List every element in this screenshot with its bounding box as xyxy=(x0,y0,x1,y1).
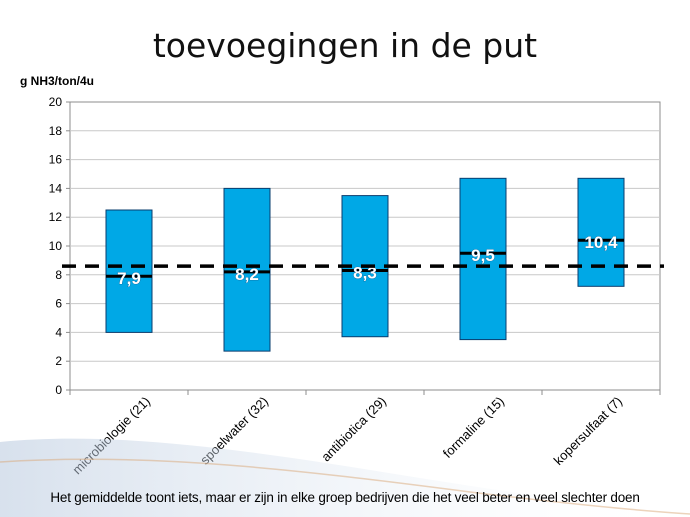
range-box xyxy=(223,187,271,352)
x-tick-label: microbiologie (21) xyxy=(69,394,153,478)
y-tick-label: 16 xyxy=(49,153,63,167)
mean-value-label: 9,5 xyxy=(471,246,495,265)
y-tick-label: 4 xyxy=(55,325,62,339)
mean-value-label: 8,3 xyxy=(353,263,377,282)
mean-value-label: 10,4 xyxy=(584,233,618,252)
x-tick-label: antibiotica (29) xyxy=(318,394,389,465)
y-tick-label: 2 xyxy=(55,354,62,368)
slide-title: toevoegingen in de put xyxy=(152,26,538,65)
y-tick-label: 14 xyxy=(49,181,63,195)
y-tick-labels: 0 2 4 6 8 10 12 14 16 18 20 xyxy=(49,95,63,397)
mean-value-label: 8,2 xyxy=(235,265,259,284)
y-tick-label: 12 xyxy=(49,210,63,224)
x-tick-label: spoelwater (32) xyxy=(197,394,271,468)
y-tick-label: 20 xyxy=(49,95,63,109)
y-tick-label: 18 xyxy=(49,124,63,138)
boxes: 7,9 8,2 8,3 9,5 10,4 xyxy=(105,177,625,352)
y-tick-label: 6 xyxy=(55,297,62,311)
range-box xyxy=(105,209,153,333)
footer-caption: Het gemiddelde toont iets, maar er zijn … xyxy=(50,490,640,505)
y-axis-label: g NH3/ton/4u xyxy=(20,74,94,88)
x-tick-labels: microbiologie (21) spoelwater (32) antibio… xyxy=(69,394,625,478)
range-box xyxy=(577,177,625,287)
y-tick-label: 10 xyxy=(49,239,63,253)
x-tick-label: kopersulfaat (7) xyxy=(551,394,625,468)
y-tick-label: 8 xyxy=(55,268,62,282)
y-tick-label: 0 xyxy=(55,383,62,397)
mean-value-label: 7,9 xyxy=(117,269,141,288)
x-tick-label: formaline (15) xyxy=(440,394,507,461)
range-box xyxy=(459,177,507,341)
